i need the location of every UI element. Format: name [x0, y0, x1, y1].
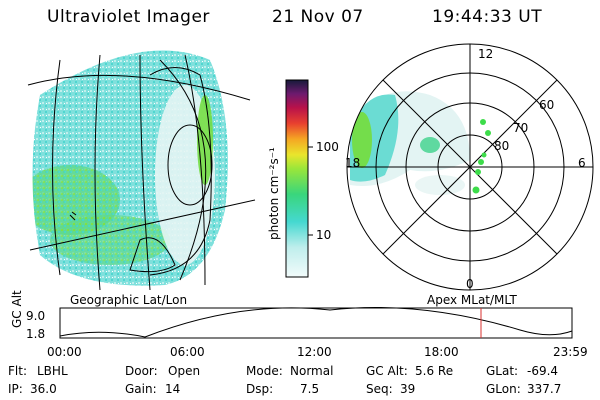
info-value: 39: [400, 382, 416, 396]
info-value: 14: [165, 382, 181, 396]
mlat-label-60: 60: [539, 98, 554, 112]
mlt-label-6: 6: [578, 156, 586, 170]
info-label: Flt:: [8, 364, 27, 378]
time-tick: 18:00: [424, 345, 459, 359]
mlt-label-12: 12: [478, 47, 493, 61]
mlat-label-70: 70: [513, 121, 528, 135]
time-tick: 23:59: [553, 345, 588, 359]
info-label: GLon:: [486, 382, 521, 396]
altitude-ymin: 1.8: [26, 327, 46, 341]
info-value: Normal: [290, 364, 334, 378]
info-value: Open: [168, 364, 201, 378]
info-label: Dsp:: [246, 382, 274, 396]
mlt-label-0: 0: [466, 277, 474, 291]
info-value: LBHL: [37, 364, 68, 378]
time-tick: 00:00: [47, 345, 82, 359]
geographic-label: Geographic Lat/Lon: [70, 293, 188, 307]
date-label: 21 Nov 07: [272, 7, 364, 27]
altitude-ymax: 9.0: [26, 309, 46, 323]
info-value: 5.6 Re: [415, 364, 454, 378]
time-tick: 12:00: [297, 345, 332, 359]
info-label: Door:: [125, 364, 158, 378]
time-label: 19:44:33 UT: [432, 7, 543, 27]
colorbar-tick-10: 10: [316, 228, 332, 242]
instrument-title: Ultraviolet Imager: [47, 7, 210, 27]
time-tick: 06:00: [170, 345, 205, 359]
info-value: 337.7: [527, 382, 562, 396]
apex-label: Apex MLat/MLT: [427, 293, 517, 307]
mlt-label-18: 18: [345, 156, 360, 170]
info-value: 7.5: [300, 382, 320, 396]
info-value: -69.4: [527, 364, 559, 378]
info-label: IP:: [8, 382, 23, 396]
info-label: Seq:: [366, 382, 393, 396]
mlat-label-80: 80: [494, 139, 509, 153]
info-value: 36.0: [30, 382, 57, 396]
info-label: Mode:: [246, 364, 283, 378]
info-label: GLat:: [486, 364, 519, 378]
info-label: Gain:: [125, 382, 157, 396]
altitude-axis-label: GC Alt: [10, 290, 24, 328]
info-label: GC Alt:: [366, 364, 408, 378]
colorbar-tick-100: 100: [316, 140, 339, 154]
